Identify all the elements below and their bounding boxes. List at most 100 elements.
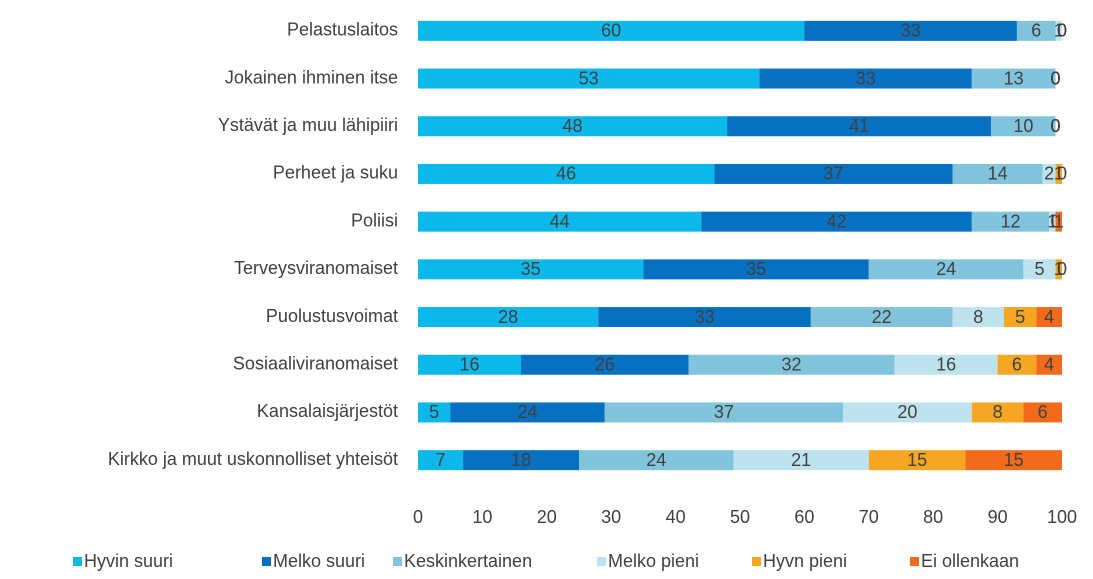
bar-segment [598,307,811,328]
data-label: 35 [746,259,766,279]
bar-segment [714,163,953,184]
bar-segment [810,307,953,328]
data-label: 1 [1047,211,1057,231]
bar-segment [991,116,1056,137]
data-label: 18 [511,450,531,470]
data-label: 37 [823,164,843,184]
data-label: 15 [907,450,927,470]
data-label: 24 [936,259,956,279]
x-tick-label: 20 [537,507,557,527]
bar-segment [1055,259,1062,280]
bar-segment [688,354,895,375]
bar-segment [418,68,760,89]
bar-segment [868,450,966,471]
data-label: 1 [1054,259,1064,279]
bar-segment [1055,163,1062,184]
bar-segment [521,354,689,375]
y-tick-label: Perheet ja suku [273,163,398,183]
data-label: 0 [1057,164,1067,184]
bar-segment [759,68,972,89]
data-label: 1 [1054,211,1064,231]
legend-label: Hyvin suuri [84,551,173,571]
bar-segment [727,116,992,137]
data-label: 5 [429,402,439,422]
bar-segment [843,402,972,423]
data-label: 22 [872,307,892,327]
bar-segment [643,259,869,280]
data-label: 33 [695,307,715,327]
bar-segment [1004,307,1037,328]
bar-segment [1023,402,1062,423]
bar-segment [868,259,1024,280]
data-label: 12 [1000,211,1020,231]
bar-segment [971,68,1056,89]
x-tick-label: 100 [1047,507,1077,527]
data-label: 6 [1038,402,1048,422]
data-label: 1 [1054,164,1064,184]
data-label: 28 [498,307,518,327]
bar-segment [1055,20,1062,41]
y-tick-label: Terveysviranomaiset [234,258,398,278]
bar-segment [952,163,1043,184]
bar-segment [804,20,1017,41]
bar-segment [579,450,734,471]
legend-marker [597,557,606,566]
legend-label: Melko pieni [608,551,699,571]
bar-segment [701,211,972,232]
data-label: 0 [1051,68,1061,88]
bar-segment [418,211,702,232]
legend-label: Hyvn pieni [763,551,847,571]
bar-segment [418,307,599,328]
legend-marker [262,557,271,566]
x-tick-label: 10 [472,507,492,527]
data-label: 33 [856,68,876,88]
data-label: 42 [827,211,847,231]
bar-segment [418,354,522,375]
data-label: 8 [993,402,1003,422]
y-tick-label: Pelastuslaitos [287,20,398,40]
data-label: 26 [595,355,615,375]
data-label: 24 [517,402,537,422]
data-label: 5 [1034,259,1044,279]
bar-segment [733,450,869,471]
data-label: 15 [1004,450,1024,470]
bar-segment [418,20,805,41]
x-tick-label: 80 [923,507,943,527]
data-label: 8 [973,307,983,327]
bar-segment [997,354,1037,375]
data-label: 37 [714,402,734,422]
data-label: 44 [550,211,570,231]
data-label: 6 [1031,21,1041,41]
bar-segment [604,402,844,423]
data-label: 0 [1057,21,1067,41]
bar-segment [1036,354,1062,375]
x-tick-label: 50 [730,507,750,527]
data-label: 6 [1012,355,1022,375]
x-tick-label: 40 [666,507,686,527]
legend-label: Melko suuri [273,551,365,571]
bar-segment [971,211,1050,232]
bar-segment [1042,163,1056,184]
y-tick-label: Puolustusvoimat [266,306,398,326]
data-label: 0 [1051,116,1061,136]
data-label: 2 [1044,164,1054,184]
bar-segment [1036,307,1062,328]
data-label: 32 [782,355,802,375]
y-tick-label: Kansalaisjärjestöt [257,401,398,421]
legend-label: Ei ollenkaan [921,551,1019,571]
y-tick-label: Jokainen ihminen itse [225,67,398,87]
data-label: 13 [1004,68,1024,88]
y-tick-label: Ystävät ja muu lähipiiri [218,115,398,135]
bar-segment [894,354,998,375]
data-label: 14 [988,164,1008,184]
data-label: 33 [901,21,921,41]
bar-segment [971,402,1024,423]
legend-marker [752,557,761,566]
data-label: 16 [936,355,956,375]
bar-segment [463,450,579,471]
bar-segment [418,259,644,280]
data-label: 0 [1051,68,1061,88]
x-tick-label: 30 [601,507,621,527]
bar-segment [952,307,1005,328]
